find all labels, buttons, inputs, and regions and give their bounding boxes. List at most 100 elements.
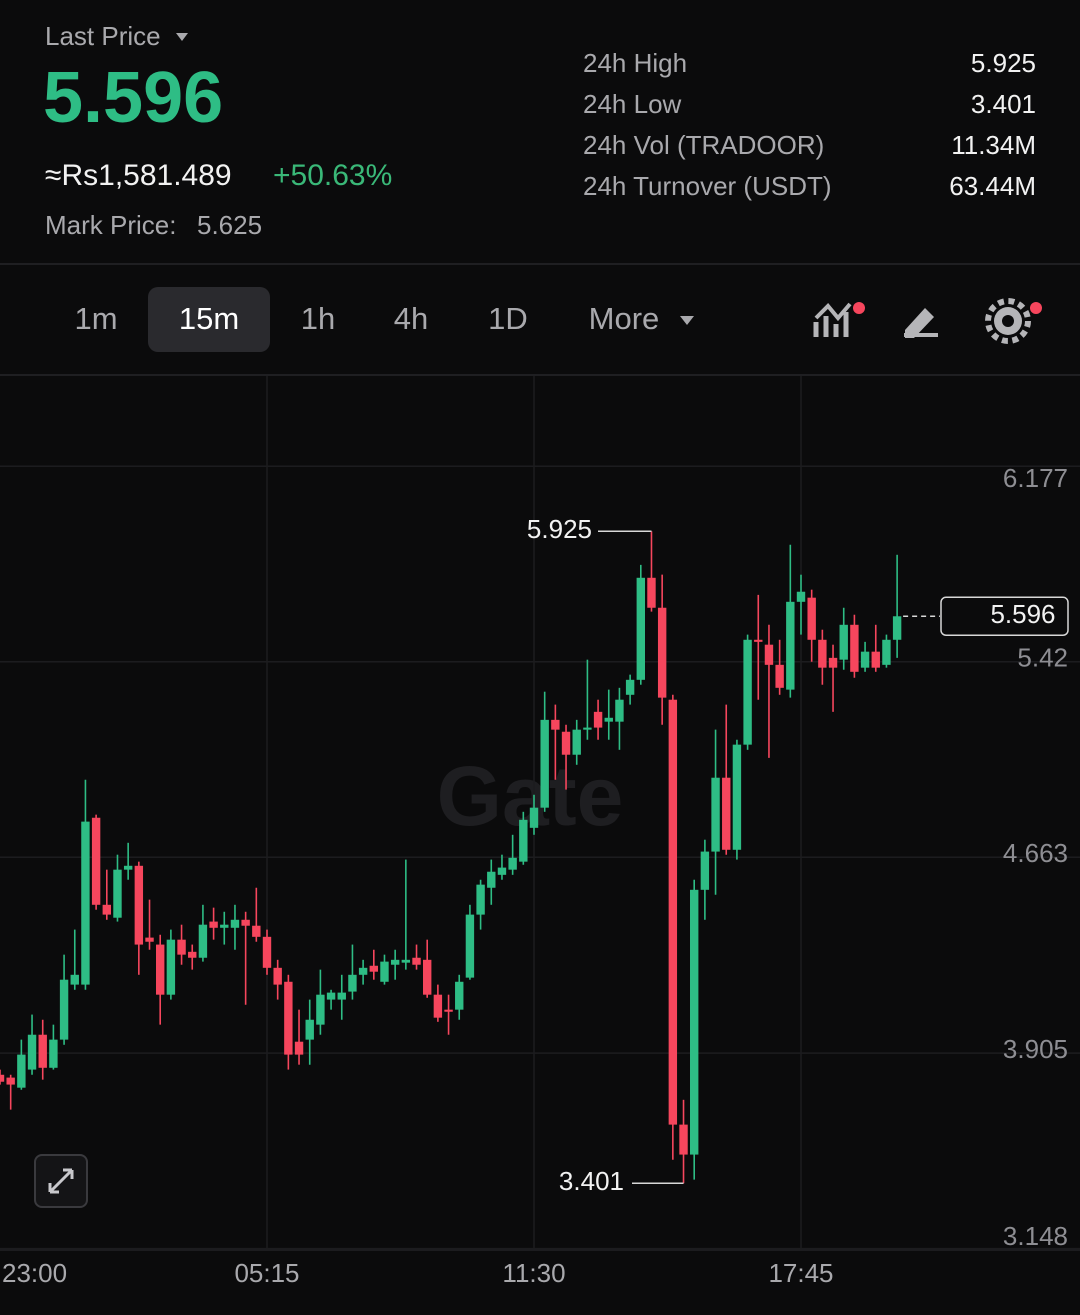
- candle-body: [6, 1077, 15, 1085]
- candle-body: [818, 639, 827, 668]
- candle-body: [102, 904, 111, 915]
- candle-body: [380, 961, 389, 982]
- y-tick-label: 3.148: [1003, 1221, 1068, 1251]
- candle-body: [604, 717, 613, 722]
- candle-body: [711, 777, 720, 852]
- candle-body: [764, 644, 774, 665]
- candle-body: [551, 719, 560, 730]
- dropdown-caret[interactable]: [176, 33, 188, 41]
- x-tick-label: 05:15: [234, 1258, 299, 1288]
- candle-body: [754, 639, 763, 642]
- interval-tab[interactable]: 1m: [74, 301, 117, 336]
- candle-body: [668, 699, 678, 1125]
- interval-tab[interactable]: 1D: [488, 301, 528, 336]
- candle-body: [188, 951, 197, 958]
- stat-label: 24h High: [583, 48, 687, 78]
- candle-body: [775, 664, 784, 688]
- y-tick-label: 6.177: [1003, 463, 1068, 493]
- candle-body: [252, 925, 261, 937]
- candle-body: [615, 699, 624, 722]
- last-price-label[interactable]: Last Price: [45, 21, 161, 51]
- candle-body: [508, 857, 517, 870]
- candle-body: [679, 1124, 688, 1155]
- candle-body: [59, 979, 69, 1040]
- y-tick-label: 5.42: [1017, 643, 1068, 673]
- candle-body: [316, 994, 325, 1025]
- interval-tab[interactable]: 4h: [394, 301, 428, 336]
- candle-body: [220, 924, 229, 928]
- candle-body: [465, 914, 475, 978]
- candle-body: [358, 967, 368, 975]
- candle-body: [423, 959, 432, 995]
- candle-body: [198, 924, 208, 958]
- candle-body: [796, 591, 806, 602]
- candle-body: [892, 616, 902, 640]
- stat-value: 11.34M: [951, 130, 1036, 160]
- indicators-icon[interactable]: [813, 302, 865, 337]
- interval-tab[interactable]: 1h: [301, 301, 335, 336]
- draw-icon[interactable]: [904, 308, 938, 338]
- candle-body: [657, 607, 667, 698]
- more-caret[interactable]: [680, 316, 694, 325]
- candle-body: [561, 731, 571, 755]
- watermark: Gate: [437, 749, 624, 843]
- candle-body: [284, 981, 293, 1055]
- candle-body: [807, 597, 816, 640]
- candle-body: [455, 981, 464, 1010]
- candle-body: [273, 967, 282, 985]
- candle-body: [722, 777, 731, 850]
- candlestick-chart: 3.148 3.905 4.663 5.42 6.177 23:00 05:15 11:30 1…: [0, 376, 1080, 1288]
- expand-button[interactable]: [34, 1154, 88, 1208]
- candle-body: [326, 992, 336, 1000]
- last-price-box: [940, 596, 1069, 637]
- candle-body: [636, 577, 645, 680]
- candle-body: [70, 974, 79, 985]
- candle-body: [91, 817, 101, 905]
- candle-body: [828, 657, 838, 668]
- stat-label: 24h Vol (TRADOOR): [583, 130, 824, 160]
- candle-body: [241, 919, 250, 926]
- interval-tabs: 1m 15m 1h 4h 1D More: [74, 301, 659, 336]
- candle-body: [27, 1034, 37, 1070]
- stat-label: 24h Low: [583, 89, 682, 119]
- candle-body: [690, 889, 699, 1155]
- candle-body: [156, 944, 165, 995]
- candle-body: [433, 994, 443, 1018]
- candle-body: [700, 851, 710, 890]
- last-price-tag: 5.596: [990, 599, 1055, 629]
- fiat-price: ≈Rs1,581.489: [45, 159, 232, 192]
- candle-body: [305, 1019, 314, 1040]
- stat-value: 5.925: [971, 48, 1036, 78]
- candle-body: [476, 884, 485, 915]
- interval-tab[interactable]: 15m: [179, 301, 239, 336]
- candle-body: [487, 871, 496, 888]
- candle-body: [593, 711, 603, 728]
- candle-body: [786, 601, 795, 690]
- selected-tab-bg: [148, 287, 270, 352]
- candle-body: [497, 867, 507, 875]
- max-label: 5.925: [527, 514, 592, 544]
- interval-tab[interactable]: More: [589, 301, 660, 336]
- candle-body: [262, 936, 272, 968]
- candle-body: [38, 1034, 47, 1068]
- x-tick-label: 11:30: [502, 1258, 565, 1288]
- candle-body: [743, 639, 752, 745]
- candle-body: [113, 869, 122, 918]
- candle-body: [348, 974, 357, 992]
- candle-body: [390, 959, 400, 965]
- candle-body: [337, 992, 346, 1000]
- stats: 24h High 5.925 24h Low 3.401 24h Vol (TRADOO…: [583, 48, 1036, 201]
- candle-body: [209, 921, 218, 928]
- candle-body: [647, 577, 656, 608]
- candle-body: [572, 729, 581, 755]
- x-tick-label: 23:00: [2, 1258, 67, 1288]
- candle-body: [860, 651, 870, 668]
- candle-body: [134, 865, 144, 945]
- candle-body: [732, 744, 742, 850]
- candle-body: [0, 1074, 5, 1082]
- settings-icon[interactable]: [985, 298, 1042, 344]
- candle-body: [230, 919, 240, 928]
